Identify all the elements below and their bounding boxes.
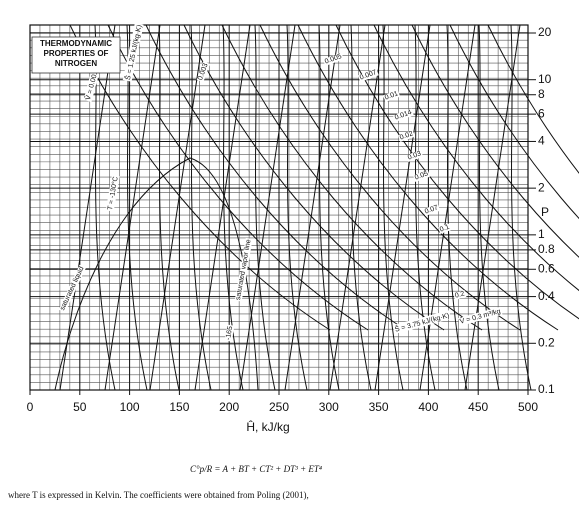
property-curve [374,24,431,391]
annotation-background [422,203,441,216]
property-curve [487,24,579,174]
curve-annotation: 0.03 [407,150,422,161]
y-tick-label: 1 [538,227,545,241]
property-curve [297,24,559,331]
property-curve [254,24,276,391]
annotation-background [357,68,379,82]
curve-annotation: -165 [225,326,234,341]
annotation-background [457,306,503,326]
x-tick-label: 500 [518,400,538,414]
property-curve [194,24,251,391]
y-tick-label: 6 [538,106,545,120]
annotation-background [322,52,344,66]
property-curve [222,24,244,391]
x-tick-label: 0 [27,400,34,414]
title-box [31,36,121,74]
property-curve [54,157,259,391]
curve-annotation: 0.1 [439,224,451,234]
property-curve [221,24,483,331]
property-curve [183,24,445,331]
property-curve [329,24,386,391]
property-curve [449,24,579,220]
y-tick-label: 4 [538,134,545,148]
property-curve [318,24,340,391]
chart-title: PROPERTIES OF [44,49,109,58]
annotation-background [392,310,452,334]
chart-title: NITROGEN [55,59,97,68]
property-curve [510,24,532,391]
annotation-background [397,129,416,142]
property-curve [107,24,369,331]
property-curve [259,24,521,331]
y-tick-label: 0.1 [538,382,555,396]
property-curve [149,24,206,391]
x-tick-label: 250 [269,400,289,414]
curve-annotation: 0.07 [424,204,439,215]
property-curve [350,24,372,391]
property-curve [239,24,296,391]
equation: C°p/R = A + BT + CT² + DT³ + ET⁴ [190,464,322,474]
property-curve [284,24,341,391]
curve-annotation: 0.05 [414,170,429,181]
property-curve [411,24,579,258]
annotation-background [105,174,120,212]
y-tick-label: 0.4 [538,289,555,303]
property-curve [104,24,161,391]
property-curve [446,24,468,391]
annotation-background [382,89,401,102]
y-tick-label: 20 [538,25,552,39]
property-curve [382,24,404,391]
y-tick-label: 0.2 [538,335,555,349]
annotation-background [224,324,235,342]
property-curve [414,24,436,391]
x-tick-label: 50 [73,400,87,414]
plot-frame [29,24,529,391]
property-curve [158,24,180,391]
chart-title: THERMODYNAMIC [40,39,112,48]
y-tick-label: 0.6 [538,261,555,275]
y-tick-label: 10 [538,72,552,86]
annotation-background [437,223,452,234]
annotation-background [196,61,210,83]
x-tick-label: 400 [418,400,438,414]
property-curve [373,24,579,291]
y-tick-label: 0.8 [538,242,555,256]
annotation-background [234,237,253,302]
annotation-background [122,22,144,82]
y-axis-label: P [541,205,549,219]
annotation-background [405,149,424,162]
annotation-background [412,169,431,182]
curve-annotation: 0.01 [384,90,399,101]
x-tick-label: 450 [468,400,488,414]
footnote: where T is expressed in Kelvin. The coef… [8,490,309,500]
x-axis-label: Ĥ, kJ/kg [246,419,289,434]
x-tick-label: 300 [319,400,339,414]
x-tick-label: 200 [219,400,239,414]
annotation-background [392,108,414,122]
x-tick-label: 150 [169,400,189,414]
x-tick-label: 350 [369,400,389,414]
curve-annotation: 0.2 [454,290,465,299]
property-curve [286,24,308,391]
property-curve [419,24,476,391]
curve-annotation: 0.02 [399,130,414,141]
y-tick-label: 2 [538,180,545,194]
property-curve [190,24,212,391]
annotation-background [58,264,87,313]
annotation-background [453,290,467,300]
property-curve [464,24,521,391]
property-curve [145,24,407,331]
y-tick-label: 8 [538,87,545,101]
x-tick-label: 100 [120,400,140,414]
